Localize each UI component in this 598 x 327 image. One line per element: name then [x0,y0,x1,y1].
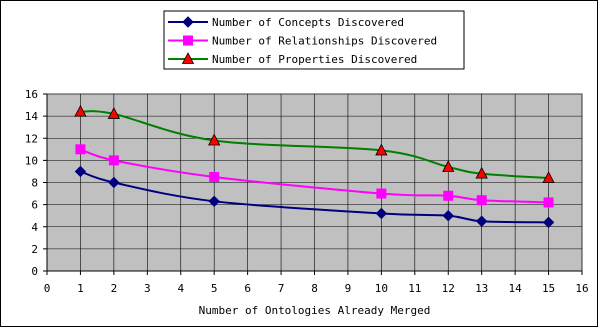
data-point-s2-5 [475,166,488,179]
x-tick-label-6: 6 [244,282,251,295]
x-tick-label-7: 7 [278,282,285,295]
data-point-s1-5 [476,195,487,206]
x-tick-label-10: 10 [375,282,388,295]
x-tick-label-14: 14 [509,282,523,295]
series-2 [74,104,555,183]
data-point-s2-0 [74,104,87,117]
x-tick-label-8: 8 [311,282,318,295]
data-point-s1-2 [209,171,220,182]
data-point-s2-2 [208,133,221,146]
data-point-s0-1 [108,176,120,189]
axes [43,93,583,275]
x-tick-label-15: 15 [542,282,555,295]
y-tick-label-2: 2 [31,243,38,256]
y-tick-label-4: 4 [31,221,38,234]
x-tick-label-3: 3 [144,282,151,295]
data-point-s1-0 [75,144,86,155]
legend-item-0: Number of Concepts Discovered [168,16,404,29]
data-point-s0-5 [475,215,488,227]
data-point-s0-0 [74,165,87,178]
legend-label-0: Number of Concepts Discovered [212,16,404,29]
y-tick-label-0: 0 [31,265,38,278]
x-tick-label-1: 1 [77,282,84,295]
data-point-s1-3 [376,188,387,199]
data-point-s1-1 [108,155,119,166]
y-tick-label-14: 14 [25,110,39,123]
series-lines [74,104,555,229]
legend: Number of Concepts Discovered Number of R… [163,10,465,70]
legend-label-1: Number of Relationships Discovered [212,35,437,48]
y-tick-label-6: 6 [31,199,38,212]
legend-items: Number of Concepts Discovered Number of R… [168,16,437,66]
x-tick-label-5: 5 [211,282,218,295]
legend-marker-0 [182,16,194,28]
data-point-s0-6 [542,216,555,229]
data-point-s1-4 [443,190,454,201]
data-point-s0-2 [208,195,220,208]
data-point-s2-3 [375,143,388,156]
legend-marker-2 [181,52,195,64]
legend-item-2: Number of Properties Discovered [168,52,417,66]
x-axis-title: Number of Ontologies Already Merged [199,304,431,317]
y-tick-label-12: 12 [25,132,38,145]
data-point-s2-6 [542,171,555,183]
legend-item-1: Number of Relationships Discovered [168,35,437,48]
data-point-s0-4 [442,209,454,222]
y-tick-label-16: 16 [25,88,38,101]
x-tick-label-2: 2 [111,282,118,295]
x-tick-label-12: 12 [442,282,455,295]
x-tick-label-4: 4 [177,282,184,295]
y-tick-label-10: 10 [25,154,38,167]
y-tick-label-8: 8 [31,177,38,190]
x-tick-label-13: 13 [475,282,488,295]
series-0 [74,165,555,229]
series-1 [75,144,554,208]
data-point-s0-3 [375,207,388,220]
legend-box [163,10,465,70]
x-tick-label-11: 11 [408,282,421,295]
legend-label-2: Number of Properties Discovered [212,53,417,66]
data-point-s1-6 [543,197,554,208]
x-tick-label-9: 9 [345,282,352,295]
x-tick-label-16: 16 [575,282,588,295]
data-point-s2-4 [442,160,455,172]
data-point-s2-1 [107,107,121,119]
x-tick-label-0: 0 [44,282,51,295]
legend-marker-1 [183,35,193,46]
